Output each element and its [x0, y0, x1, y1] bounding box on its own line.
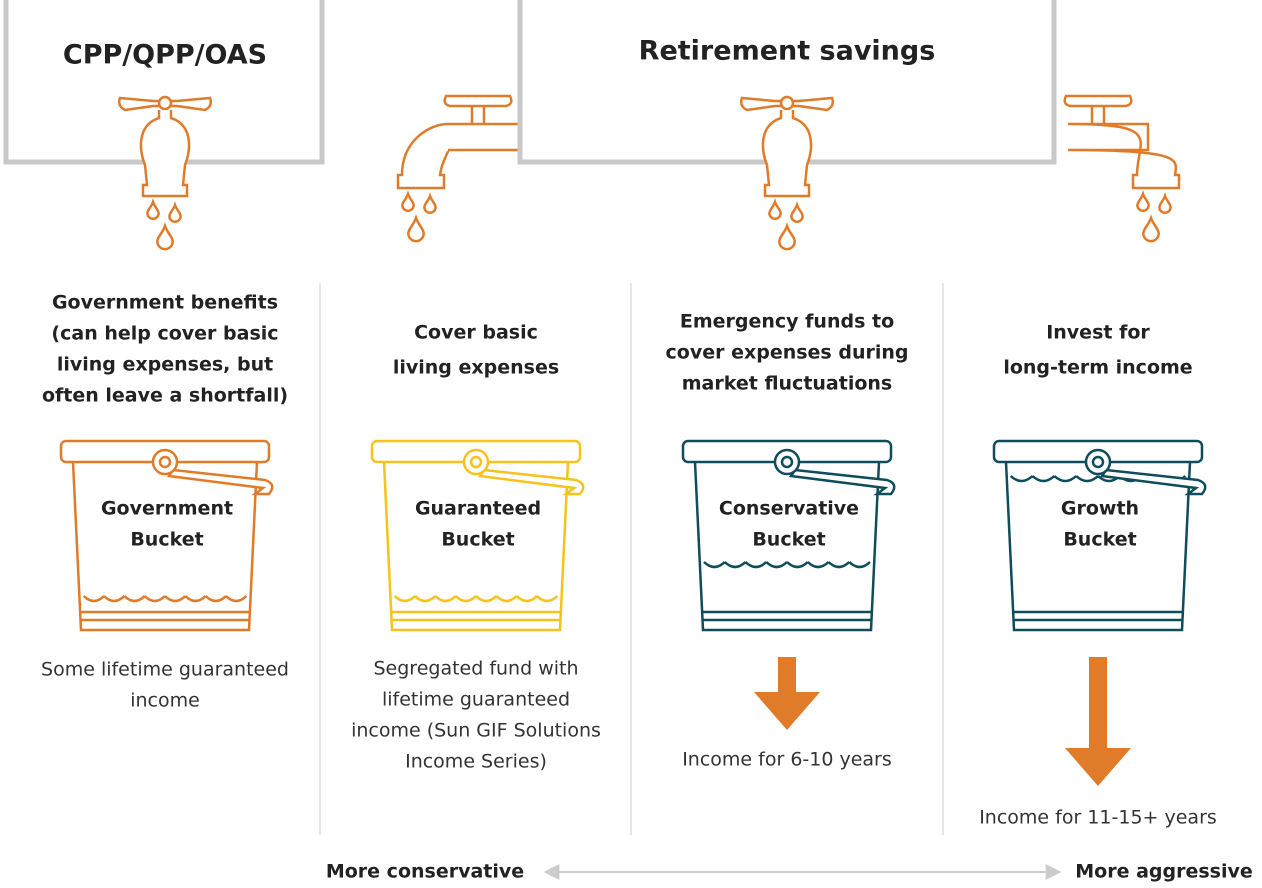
bucket-label: Bucket [1063, 529, 1136, 551]
column-description: lifetime guaranteed [382, 689, 570, 711]
source-label: Retirement savings [639, 36, 936, 67]
column-heading: market fluctuations [682, 373, 892, 395]
column-heading: Government benefits [52, 292, 278, 314]
bucket-label: Conservative [719, 498, 859, 520]
down-arrow [754, 657, 820, 730]
faucet-knob [159, 97, 171, 109]
column-heading: living expenses [393, 357, 559, 379]
bucket-ring [153, 450, 177, 474]
column-heading: Cover basic [414, 322, 538, 344]
drop [147, 202, 158, 219]
bucket-label: Bucket [752, 529, 825, 551]
drop [769, 202, 780, 219]
scale-right: More aggressive [1075, 861, 1253, 883]
bucket-water [704, 562, 870, 567]
bucket-label: Bucket [130, 529, 203, 551]
drop [169, 205, 180, 222]
column-description: Income for 6-10 years [682, 749, 892, 771]
drop [408, 218, 423, 241]
bucket-water [84, 596, 247, 601]
bucket-ring [775, 450, 799, 474]
drop [1143, 218, 1158, 241]
drop [424, 196, 435, 213]
drop [1159, 196, 1170, 213]
infographic: CPP/QPP/OAS Retirement savings More cons… [0, 0, 1262, 888]
source-label: CPP/QPP/OAS [63, 40, 267, 71]
column-heading: Invest for [1046, 322, 1150, 344]
drop [779, 226, 794, 249]
column-heading: living expenses, but [57, 354, 273, 376]
faucet-body [141, 110, 189, 196]
column-heading: Emergency funds to [680, 311, 894, 333]
column-description: Income for 11-15+ years [979, 807, 1217, 829]
drop [402, 194, 413, 211]
faucet-handle [445, 96, 512, 106]
column-description: Segregated fund with [373, 658, 578, 680]
column-heading: (can help cover basic [51, 323, 278, 345]
column-description: income (Sun GIF Solutions [351, 720, 601, 742]
faucet-handle [1065, 96, 1132, 106]
bucket-ring [464, 450, 488, 474]
bucket-label: Guaranteed [415, 498, 541, 520]
column-description: income [130, 690, 200, 712]
column-heading: often leave a shortfall) [42, 385, 288, 407]
column-description: Income Series) [405, 751, 547, 773]
bucket-label: Government [101, 498, 233, 520]
faucet-body [1068, 106, 1179, 188]
column-description: Some lifetime guaranteed [41, 659, 289, 681]
down-arrow [1065, 657, 1131, 786]
faucet-body [763, 110, 811, 196]
drop [157, 226, 172, 249]
drop [1137, 194, 1148, 211]
scale-left: More conservative [326, 861, 524, 883]
faucet-body [398, 106, 528, 188]
column-heading: long-term income [1003, 357, 1192, 379]
drop [791, 205, 802, 222]
faucet-knob [781, 97, 793, 109]
bucket-label: Bucket [441, 529, 514, 551]
bucket-water [395, 596, 558, 601]
column-heading: cover expenses during [666, 342, 909, 364]
bucket-label: Growth [1061, 498, 1139, 520]
bucket-ring [1086, 450, 1110, 474]
